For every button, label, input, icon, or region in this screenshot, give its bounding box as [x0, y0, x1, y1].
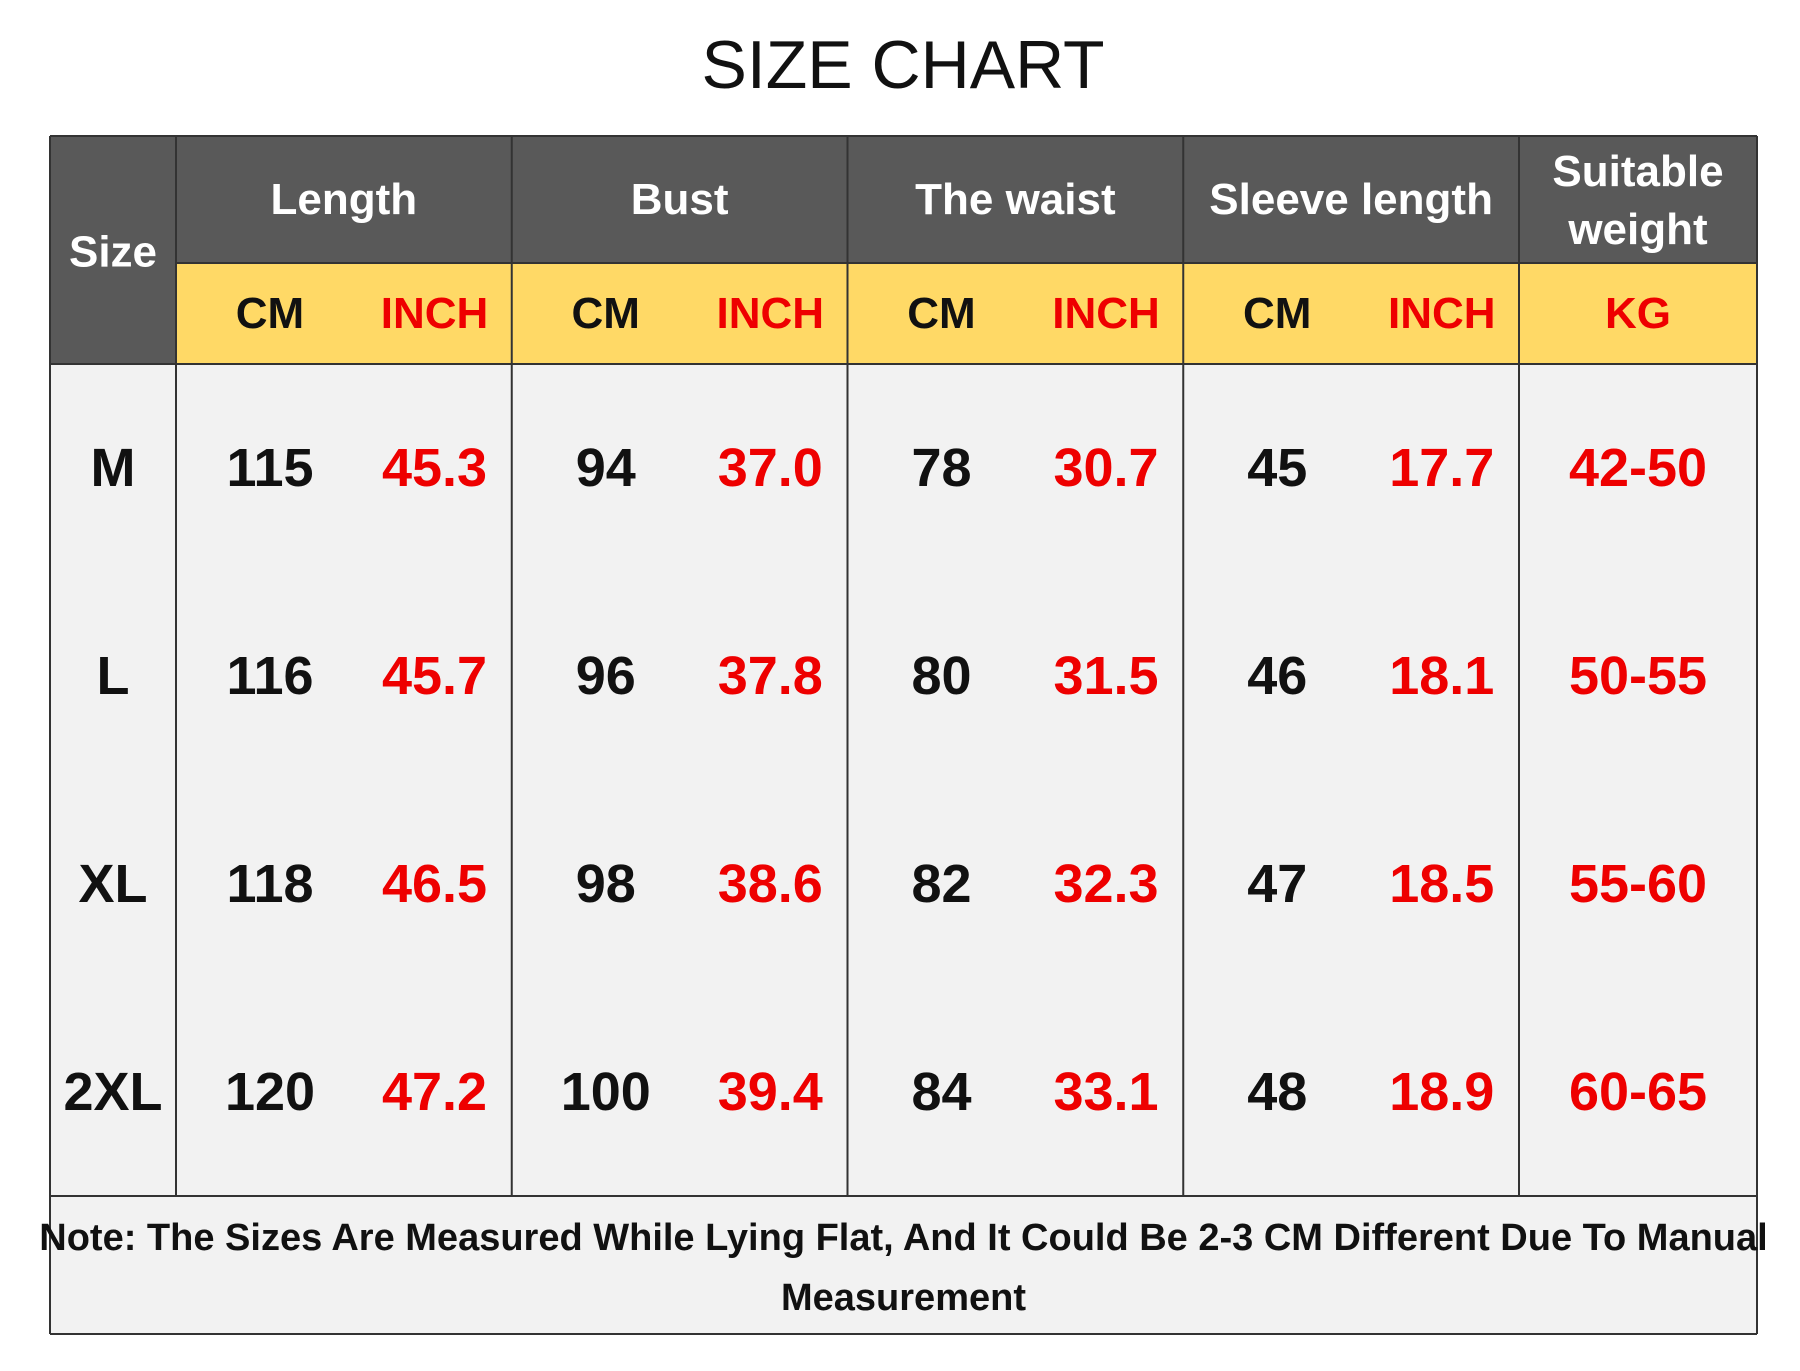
- table-cell: 30.7: [1053, 438, 1158, 498]
- table-cell: 39.4: [718, 1062, 823, 1122]
- table-cell: 50-55: [1569, 646, 1707, 706]
- table-cell: 18.9: [1389, 1062, 1494, 1122]
- unit-header: CM: [236, 289, 304, 338]
- table-cell: 47: [1247, 854, 1307, 914]
- table-cell: 37.0: [718, 438, 823, 498]
- table-cell: 82: [911, 854, 971, 914]
- table-cell: 42-50: [1569, 438, 1707, 498]
- column-header: Length: [271, 175, 418, 224]
- table-cell: 46.5: [382, 854, 487, 914]
- size-label: XL: [78, 854, 147, 914]
- body-bg: [50, 364, 1757, 1334]
- unit-header: CM: [572, 289, 640, 338]
- note: Measurement: [781, 1277, 1026, 1319]
- table-cell: 33.1: [1053, 1062, 1158, 1122]
- table-cell: 46: [1247, 646, 1307, 706]
- table-cell: 115: [226, 438, 313, 498]
- table-cell: 47.2: [382, 1062, 487, 1122]
- unit-header: CM: [907, 289, 975, 338]
- column-header: weight: [1567, 205, 1708, 254]
- table-cell: 78: [911, 438, 971, 498]
- size-label: M: [91, 438, 136, 498]
- table-cell: 116: [226, 646, 313, 706]
- unit-header: INCH: [716, 289, 824, 338]
- table-cell: 100: [561, 1062, 651, 1122]
- header-bg: [50, 136, 1757, 263]
- table-cell: 32.3: [1053, 854, 1158, 914]
- column-header: The waist: [915, 175, 1116, 224]
- table-cell: 45.3: [382, 438, 487, 498]
- table-cell: 38.6: [718, 854, 823, 914]
- unit-header: KG: [1605, 289, 1671, 338]
- column-header: Suitable: [1552, 147, 1723, 196]
- size-header-bg: [50, 136, 176, 364]
- table-cell: 80: [911, 646, 971, 706]
- note: Note: The Sizes Are Measured While Lying…: [39, 1217, 1767, 1259]
- unit-header: CM: [1243, 289, 1311, 338]
- size-header: Size: [69, 228, 157, 277]
- table-cell: 96: [576, 646, 636, 706]
- table-cell: 48: [1247, 1062, 1307, 1122]
- column-header: Bust: [631, 175, 729, 224]
- unit-header: INCH: [1388, 289, 1496, 338]
- table-cell: 98: [576, 854, 636, 914]
- table-cell: 60-65: [1569, 1062, 1707, 1122]
- table-cell: 37.8: [718, 646, 823, 706]
- column-header: Sleeve length: [1209, 175, 1493, 224]
- table-cell: 17.7: [1389, 438, 1494, 498]
- size-label: 2XL: [63, 1062, 162, 1122]
- table-cell: 118: [226, 854, 313, 914]
- table-cell: 45: [1247, 438, 1307, 498]
- table-cell: 18.1: [1389, 646, 1494, 706]
- size-label: L: [97, 646, 130, 706]
- unit-header: INCH: [1052, 289, 1160, 338]
- unit-row-bg: [176, 263, 1757, 364]
- table-cell: 94: [576, 438, 636, 498]
- table-cell: 120: [225, 1062, 315, 1122]
- page-title: SIZE CHART: [701, 27, 1104, 103]
- table-cell: 45.7: [382, 646, 487, 706]
- table-cell: 84: [911, 1062, 971, 1122]
- table-cell: 18.5: [1389, 854, 1494, 914]
- table-cell: 31.5: [1053, 646, 1158, 706]
- table-cell: 55-60: [1569, 854, 1707, 914]
- unit-header: INCH: [381, 289, 489, 338]
